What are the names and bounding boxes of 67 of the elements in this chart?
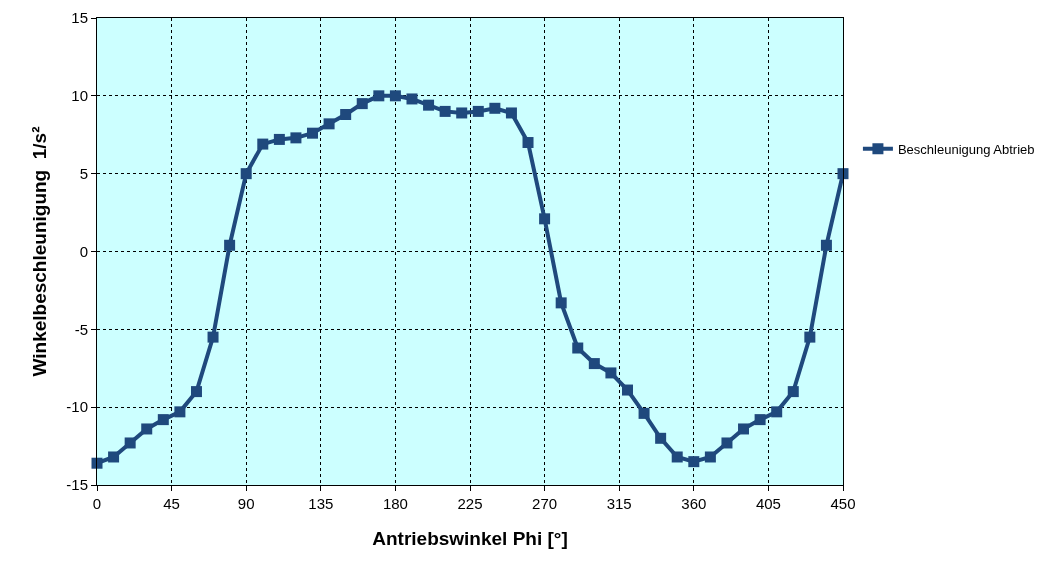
point xyxy=(671,451,683,463)
point xyxy=(456,107,468,119)
point xyxy=(124,437,136,449)
point xyxy=(688,456,700,468)
x-tick-label: 180 xyxy=(382,495,408,512)
point xyxy=(588,358,600,370)
y-tick-label: -10 xyxy=(66,398,88,416)
point xyxy=(439,105,451,117)
point xyxy=(91,457,103,469)
point xyxy=(621,384,633,396)
x-tick-label: 45 xyxy=(163,495,180,512)
point xyxy=(555,297,567,309)
point xyxy=(307,127,319,139)
point xyxy=(174,406,186,418)
point xyxy=(572,342,584,354)
y-tick-label: 5 xyxy=(79,164,88,182)
point xyxy=(738,423,750,435)
point xyxy=(721,437,733,449)
point xyxy=(820,239,832,251)
x-tick-label: 90 xyxy=(237,495,255,512)
point xyxy=(423,99,435,111)
y-tick-label: 15 xyxy=(71,9,88,27)
y-tick-label: -15 xyxy=(66,476,88,494)
point xyxy=(406,93,418,105)
x-tick-label: 450 xyxy=(830,495,856,512)
x-tick-label: 360 xyxy=(681,495,707,512)
legend-label: Beschleunigung Abtrieb xyxy=(897,141,1035,157)
y-tick-label: 10 xyxy=(71,87,88,105)
y-tick-label: 0 xyxy=(79,242,88,260)
point xyxy=(837,168,849,180)
point xyxy=(505,107,517,119)
point xyxy=(605,367,617,379)
x-tick-label: 135 xyxy=(308,495,334,512)
point xyxy=(157,414,169,426)
point xyxy=(489,102,501,114)
point xyxy=(771,406,783,418)
point xyxy=(290,132,302,144)
point xyxy=(323,118,335,130)
x-tick-label: 405 xyxy=(755,495,781,512)
point xyxy=(373,90,385,102)
x-axis-title: Antriebswinkel Phi [°] xyxy=(372,527,568,549)
point xyxy=(638,407,650,419)
x-tick-label: 0 xyxy=(92,495,102,512)
point xyxy=(704,451,716,463)
point xyxy=(356,98,368,110)
point xyxy=(240,168,252,180)
y-tick-label: -5 xyxy=(74,320,88,338)
point xyxy=(389,90,401,102)
x-tick-label: 270 xyxy=(532,495,558,512)
point xyxy=(108,451,120,463)
point xyxy=(257,138,269,150)
point xyxy=(522,137,534,149)
point xyxy=(804,331,816,343)
point xyxy=(787,386,799,398)
point xyxy=(340,109,352,121)
x-tick-label: 315 xyxy=(606,495,632,512)
point xyxy=(190,386,202,398)
point xyxy=(655,432,667,444)
point xyxy=(472,105,484,117)
point xyxy=(273,133,285,145)
y-axis-title: Winkelbeschleunigung 1/s² xyxy=(29,126,51,377)
point xyxy=(141,423,153,435)
point xyxy=(224,239,236,251)
point xyxy=(207,331,219,343)
point xyxy=(754,414,766,426)
point xyxy=(539,213,551,225)
x-tick-label: 225 xyxy=(457,495,483,512)
